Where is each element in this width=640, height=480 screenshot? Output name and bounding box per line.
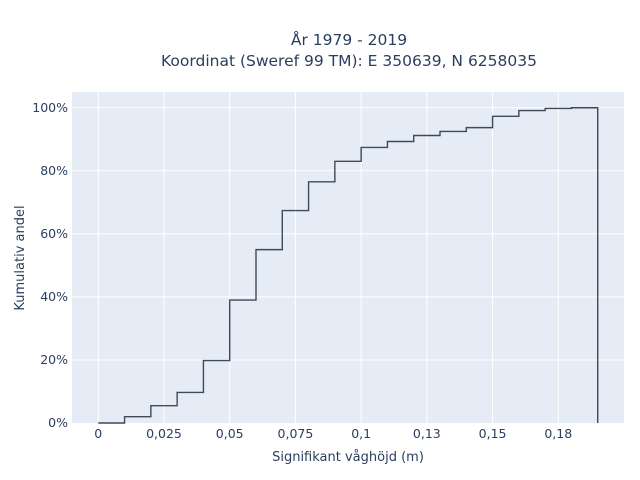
x-tick-label: 0,18: [544, 426, 572, 441]
y-tick-label: 40%: [40, 289, 68, 304]
chart-title-line1: År 1979 - 2019: [291, 30, 407, 49]
x-tick-label: 0,1: [351, 426, 371, 441]
y-tick-label: 20%: [40, 352, 68, 367]
y-axis-ticks: 0% 20% 40% 60% 80% 100%: [32, 100, 68, 430]
grid: [72, 92, 624, 423]
y-axis-title: Kumulativ andel: [13, 205, 28, 310]
x-tick-label: 0,13: [413, 426, 441, 441]
x-tick-label: 0,025: [146, 426, 182, 441]
x-axis-title: Signifikant våghöjd (m): [272, 450, 424, 465]
x-axis-ticks: 0 0,025 0,05 0,075 0,1 0,13 0,15 0,18: [94, 426, 572, 441]
cumulative-step-line: [98, 107, 599, 424]
x-tick-label: 0,15: [479, 426, 507, 441]
y-tick-label: 60%: [40, 226, 68, 241]
chart-title-line2: Koordinat (Sweref 99 TM): E 350639, N 62…: [161, 52, 537, 70]
y-tick-label: 100%: [32, 100, 68, 115]
x-tick-label: 0: [94, 426, 102, 441]
plot-background: [72, 92, 624, 423]
x-tick-label: 0,05: [216, 426, 244, 441]
y-tick-label: 80%: [40, 163, 68, 178]
y-tick-label: 0%: [48, 415, 68, 430]
x-tick-label: 0,075: [278, 426, 314, 441]
